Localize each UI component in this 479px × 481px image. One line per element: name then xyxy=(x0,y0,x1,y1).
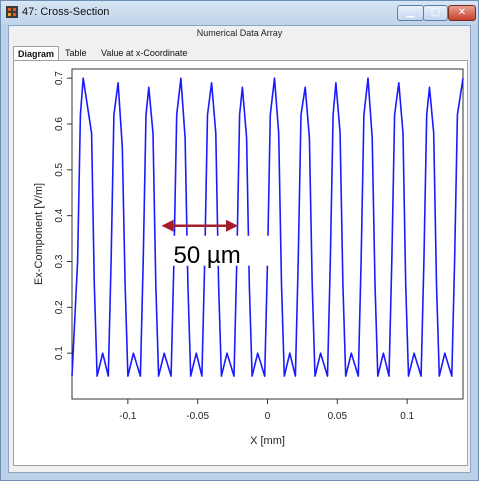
diagram-panel: -0.1 -0.05 0 0.05 0.1 0.1 0.2 0.3 0.4 0.5 0.6 0.7 X … xyxy=(13,60,468,466)
annotation-bg xyxy=(169,235,280,266)
y-tick-label: 0.3 xyxy=(54,254,65,268)
window-subtitle: Numerical Data Array xyxy=(196,28,283,38)
tab-value-at-x[interactable]: Value at x-Coordinate xyxy=(101,48,188,58)
minimize-button[interactable]: ▁ xyxy=(397,5,424,21)
app-icon xyxy=(6,6,18,18)
minimize-icon: ▁ xyxy=(406,7,415,18)
x-tick-label: 0 xyxy=(265,411,271,422)
y-tick-label: 0.7 xyxy=(54,71,65,85)
y-tick-label: 0.4 xyxy=(54,208,65,222)
x-tick-label: 0.1 xyxy=(400,411,414,422)
x-tick-label: -0.1 xyxy=(119,411,137,422)
maximize-icon: ▢ xyxy=(430,7,441,18)
x-axis-label: X [mm] xyxy=(250,435,285,447)
close-icon: ✕ xyxy=(457,7,467,18)
x-tick-label: -0.05 xyxy=(186,411,209,422)
y-tick-label: 0.5 xyxy=(54,162,65,176)
scale-arrow-head-right xyxy=(225,219,238,232)
y-axis-label: Ex-Component [V/m] xyxy=(33,183,45,285)
title-bar[interactable]: 47: Cross-Section ▁ ▢ ✕ xyxy=(1,1,478,25)
y-tick-label: 0.2 xyxy=(54,300,65,314)
window-title: 47: Cross-Section xyxy=(22,6,110,18)
scale-arrow-head-left xyxy=(161,219,174,232)
y-tick-label: 0.6 xyxy=(54,117,65,131)
series-line xyxy=(71,77,464,377)
y-tick-label: 0.1 xyxy=(54,346,65,360)
x-tick-label: 0.05 xyxy=(328,411,348,422)
tab-diagram[interactable]: Diagram xyxy=(13,46,59,61)
maximize-button[interactable]: ▢ xyxy=(423,5,448,21)
tab-table[interactable]: Table xyxy=(65,48,87,58)
client-area: Numerical Data Array Diagram Table Value… xyxy=(8,25,471,473)
close-button[interactable]: ✕ xyxy=(448,5,476,21)
line-chart[interactable]: -0.1 -0.05 0 0.05 0.1 0.1 0.2 0.3 0.4 0.5 0.6 0.7 X … xyxy=(14,61,467,465)
scale-annotation: 50 µm xyxy=(174,242,241,269)
